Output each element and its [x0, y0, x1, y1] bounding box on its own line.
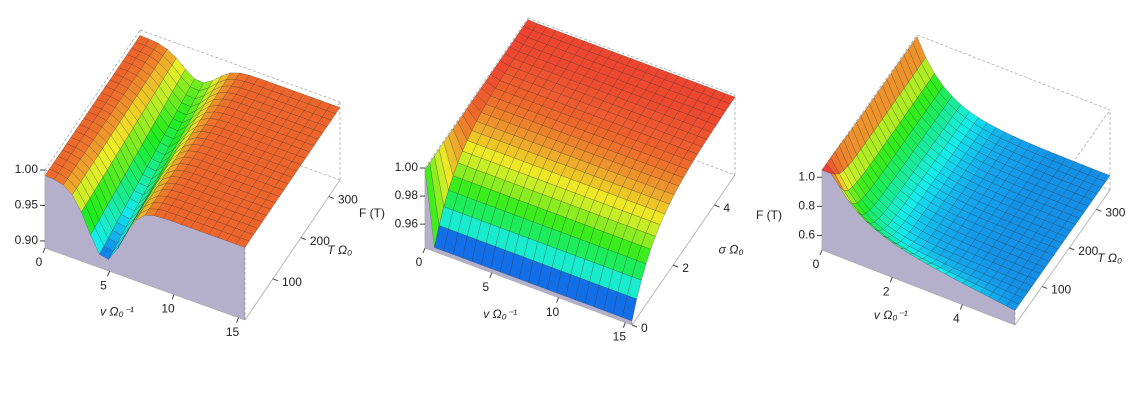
axis-line	[44, 247, 246, 321]
box-edge	[424, 17, 529, 169]
x-tick-label: 0	[36, 255, 43, 269]
x-tick	[42, 247, 46, 254]
y-tick	[631, 324, 638, 328]
x-tick	[556, 297, 560, 303]
x-tick	[236, 317, 240, 323]
y-axis-label: T Ω₀	[327, 243, 352, 257]
x-tick-label: 2	[883, 284, 890, 298]
x-tick	[819, 249, 823, 256]
y-tick	[328, 196, 335, 199]
z-axis-label: F (T)	[756, 208, 782, 222]
z-tick-label: 0.90	[15, 233, 39, 247]
x-tick	[171, 294, 175, 300]
x-axis-label: v Ω₀⁻¹	[100, 305, 134, 319]
y-tick-label: 100	[1051, 283, 1071, 297]
x-tick-label: 0	[813, 257, 820, 271]
x-tick-label: 15	[613, 330, 627, 344]
x-tick-label: 5	[100, 278, 107, 292]
y-tick	[272, 278, 279, 282]
y-tick-label: 0	[641, 321, 648, 335]
surface-plot: 0 5 10 15 100 200 300 0.90 0.95 1.00 v Ω₀⁻¹ T Ω₀	[15, 29, 358, 339]
z-tick-label: 0.95	[15, 198, 39, 212]
box-edge	[139, 29, 341, 103]
axis-line	[424, 247, 633, 326]
y-tick	[1041, 285, 1048, 289]
y-tick-label: 4	[723, 201, 730, 215]
x-tick	[889, 277, 893, 283]
y-tick	[714, 204, 720, 208]
x-tick-label: 15	[226, 325, 240, 339]
y-tick-label: 200	[1078, 244, 1098, 258]
z-tick-label: 0.6	[798, 228, 815, 242]
axis-line	[244, 179, 341, 321]
x-tick	[422, 247, 426, 254]
y-axis-label: T Ω₀	[1097, 251, 1122, 265]
y-tick-label: 300	[1105, 205, 1125, 219]
z-tick-label: 1.0	[798, 169, 815, 183]
y-tick	[673, 264, 679, 268]
x-tick	[622, 322, 626, 328]
y-tick-label: 100	[282, 275, 302, 289]
x-tick-label: 5	[482, 280, 489, 294]
x-axis-label: v Ω₀⁻¹	[483, 307, 517, 321]
x-axis-label: v Ω₀⁻¹	[874, 308, 908, 322]
box-edge	[44, 29, 141, 171]
box-edge	[916, 34, 1111, 111]
axis-line	[821, 249, 1016, 326]
y-tick-label: 200	[310, 234, 330, 248]
x-tick	[489, 272, 493, 279]
surface-front	[822, 170, 1015, 325]
z-tick-label: 0.98	[395, 188, 419, 202]
z-tick-label: 0.8	[798, 199, 815, 213]
z-tick-label: 1.00	[15, 162, 39, 176]
x-tick-label: 4	[953, 312, 960, 326]
z-axis-label: F (T)	[359, 206, 385, 220]
surface-plot: 0 5 10 15 0 2 4 0.96 0.98 1.00 v Ω₀⁻¹ σ Ω₀ F (T)	[359, 17, 744, 344]
z-tick-label: 0.96	[395, 216, 419, 230]
axis-line	[631, 174, 736, 326]
surface-plot: 0 2 4 100 200 300 0.6 0.8 1.0 v Ω₀⁻¹ T Ω₀ F (T)	[756, 34, 1126, 326]
x-tick-label: 10	[161, 302, 175, 316]
y-tick	[1069, 247, 1075, 251]
y-tick-label: 2	[682, 261, 689, 275]
y-tick	[300, 237, 307, 241]
surface-patch	[1005, 300, 1020, 311]
box-edge	[527, 17, 736, 96]
surface-patch	[622, 295, 637, 322]
x-tick-label: 0	[416, 255, 423, 269]
surface-patch	[235, 237, 250, 248]
x-tick	[107, 271, 110, 277]
y-tick-label: 300	[338, 193, 358, 207]
x-tick	[959, 304, 963, 310]
y-axis-label: σ Ω₀	[719, 243, 744, 257]
z-tick-label: 1.00	[395, 160, 419, 174]
y-tick	[1096, 208, 1102, 212]
surface-front	[45, 175, 245, 320]
x-tick-label: 10	[546, 305, 560, 319]
axis-line	[1014, 189, 1111, 326]
